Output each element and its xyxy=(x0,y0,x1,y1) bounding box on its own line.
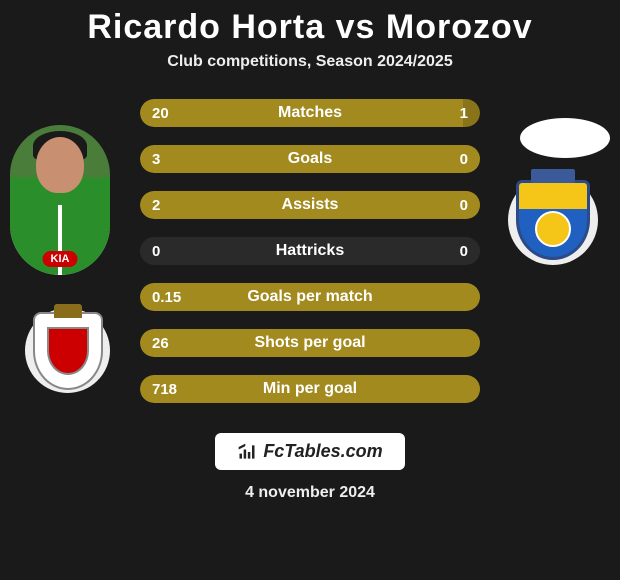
crest-icon xyxy=(516,180,590,260)
club-logo-right xyxy=(508,175,598,265)
stat-label: Hattricks xyxy=(276,242,344,260)
crest-icon xyxy=(33,312,103,390)
stat-label: Goals per match xyxy=(247,288,372,306)
date-text: 4 november 2024 xyxy=(245,484,375,502)
stat-value-left: 0 xyxy=(152,243,160,260)
footer-brand-text: FcTables.com xyxy=(263,441,382,462)
photo-placeholder: KIA xyxy=(10,125,110,275)
title-player2: Morozov xyxy=(386,8,533,46)
stat-label: Shots per goal xyxy=(254,334,365,352)
stat-row: 0.15 Goals per match xyxy=(140,283,480,311)
stat-value-left: 3 xyxy=(152,151,160,168)
club-logo-left xyxy=(25,308,110,393)
stat-value-left: 26 xyxy=(152,335,169,352)
stat-row: 20 1 Matches xyxy=(140,99,480,127)
subtitle: Club competitions, Season 2024/2025 xyxy=(167,53,452,71)
stat-row: 3 0 Goals xyxy=(140,145,480,173)
stats-list: 201Matches30Goals20Assists00Hattricks0.1… xyxy=(140,99,480,403)
stat-label: Matches xyxy=(278,104,342,122)
stat-label: Min per goal xyxy=(263,380,357,398)
stat-value-left: 718 xyxy=(152,381,177,398)
stat-value-left: 0.15 xyxy=(152,289,181,306)
stat-row: 2 0 Assists xyxy=(140,191,480,219)
stat-value-right: 0 xyxy=(460,151,468,168)
kit-sponsor: KIA xyxy=(43,251,78,267)
page-title: Ricardo Horta vs Morozov xyxy=(87,8,532,47)
stat-row: 718 Min per goal xyxy=(140,375,480,403)
chart-icon xyxy=(237,442,257,462)
footer-brand-badge: FcTables.com xyxy=(215,433,404,470)
stat-value-left: 20 xyxy=(152,105,169,122)
stat-label: Assists xyxy=(282,196,339,214)
stat-value-right: 1 xyxy=(460,105,468,122)
title-vs: vs xyxy=(336,8,376,46)
player-photo-right xyxy=(520,118,610,158)
stat-label: Goals xyxy=(288,150,332,168)
stat-row: 0 0 Hattricks xyxy=(140,237,480,265)
stat-row: 26 Shots per goal xyxy=(140,329,480,357)
stat-value-left: 2 xyxy=(152,197,160,214)
player-photo-left: KIA xyxy=(10,125,110,275)
title-player1: Ricardo Horta xyxy=(87,8,325,46)
stat-value-right: 0 xyxy=(460,243,468,260)
stat-value-right: 0 xyxy=(460,197,468,214)
